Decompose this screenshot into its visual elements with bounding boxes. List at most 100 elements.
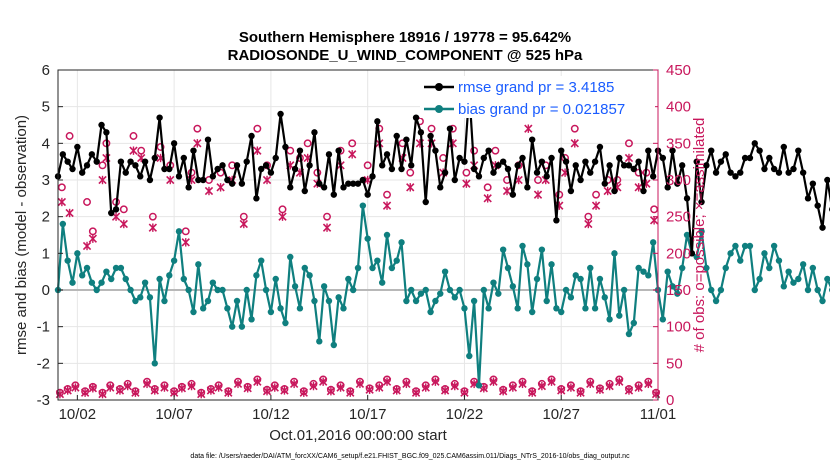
rmse-point (635, 158, 642, 165)
rmse-point (277, 110, 284, 118)
obs-possible-point (286, 146, 295, 155)
bias-point (316, 338, 323, 345)
obs-assimilated-point (576, 388, 585, 397)
obs-assimilated-point (483, 194, 492, 203)
obs-possible-point (65, 132, 74, 140)
obs-possible-point (148, 212, 157, 221)
rmse-point (320, 184, 328, 191)
rmse-point (630, 165, 638, 173)
obs-possible-point (483, 183, 492, 192)
obs-assimilated-point (547, 377, 556, 386)
rmse-point (674, 180, 681, 187)
bias-point (224, 305, 231, 312)
rmse-point (683, 195, 691, 202)
rmse-point (282, 143, 289, 151)
bias-point (228, 323, 236, 330)
footer-data-file: data file: /Users/raeder/DAI/ATM_forcXX/… (190, 453, 630, 460)
bias-point (558, 308, 565, 316)
bias-point (620, 286, 628, 294)
rmse-point (78, 169, 86, 176)
obs-assimilated-point (595, 385, 605, 394)
bias-point (146, 294, 154, 301)
bias-point (804, 286, 812, 294)
legend-rmse-label: rmse grand pr = 3.4185 (458, 79, 614, 96)
bias-point (737, 257, 744, 264)
y-right-tick-label: 300 (666, 172, 691, 189)
bias-point (645, 272, 652, 279)
rmse-point (703, 162, 710, 169)
rmse-point (175, 173, 183, 180)
obs-assimilated-point (508, 383, 518, 392)
obs-assimilated-point (88, 234, 98, 243)
rmse-point (587, 169, 594, 176)
rmse-point (625, 162, 633, 169)
bias-point (664, 268, 671, 275)
rmse-point (69, 165, 76, 173)
rmse-point (98, 121, 105, 129)
rmse-point (262, 162, 270, 169)
obs-assimilated-point (150, 386, 159, 395)
bias-point (683, 231, 691, 239)
obs-assimilated-point (187, 381, 196, 391)
bias-point (330, 341, 338, 349)
rmse-point (291, 165, 299, 173)
obs-possible-point (181, 227, 190, 236)
bias-point (296, 305, 304, 312)
rmse-point (233, 162, 241, 169)
bias-point (824, 275, 830, 283)
bias-point (243, 286, 250, 294)
x-axis-label: Oct.01,2016 00:00:00 start (269, 427, 447, 444)
rmse-point (287, 184, 294, 191)
obs-assimilated-point (533, 190, 543, 199)
rmse-point (132, 162, 139, 169)
rmse-point (354, 180, 362, 187)
rmse-point (495, 162, 502, 169)
bias-point (746, 242, 754, 250)
obs-assimilated-point (262, 387, 272, 396)
axes: -3 -2 -1 0 1 2 3 4 5 6 0 50 100 150 200 250 300 350 400 450… (37, 62, 691, 423)
obs-assimilated-point (584, 219, 593, 229)
rmse-point (456, 154, 463, 162)
bias-point (441, 268, 449, 275)
obs-assimilated-point (326, 387, 336, 396)
rmse-point (325, 151, 333, 158)
rmse-point (417, 129, 425, 136)
obs-assimilated-point (402, 379, 411, 389)
bias-point (108, 275, 115, 283)
rmse-point (533, 169, 541, 176)
obs-possible-point (57, 183, 66, 192)
obs-assimilated-point (82, 241, 92, 251)
bias-point (320, 283, 328, 290)
bias-point (427, 308, 434, 316)
bias-point (349, 286, 357, 294)
bias-point (451, 294, 458, 301)
obs-assimilated-point (615, 377, 624, 386)
rmse-point (258, 165, 265, 173)
x-tick-label: 10/07 (155, 406, 193, 423)
bias-point (175, 228, 183, 235)
obs-assimilated-point (280, 386, 289, 395)
rmse-point (412, 114, 420, 121)
rmse-point (137, 173, 144, 180)
rmse-point (722, 151, 729, 158)
rmse-point (108, 209, 115, 217)
rmse-point (761, 165, 768, 173)
rmse-point (504, 165, 512, 173)
rmse-point (403, 136, 410, 143)
obs-possible-point (253, 124, 262, 133)
rmse-point (190, 147, 197, 154)
obs-assimilated-point (148, 223, 158, 232)
bias-point (475, 382, 483, 389)
y-right-tick-label: 200 (666, 245, 691, 262)
rmse-point (528, 136, 536, 143)
obs-assimilated-point (181, 238, 190, 247)
bias-point (388, 264, 396, 272)
obs-assimilated-point (649, 216, 659, 225)
y-right-tick-label: 50 (666, 355, 683, 372)
obs-assimilated-point (318, 377, 328, 386)
rmse-point (708, 147, 715, 154)
rmse-point (809, 180, 817, 187)
bias-point (117, 264, 125, 272)
rmse-point (678, 162, 686, 169)
